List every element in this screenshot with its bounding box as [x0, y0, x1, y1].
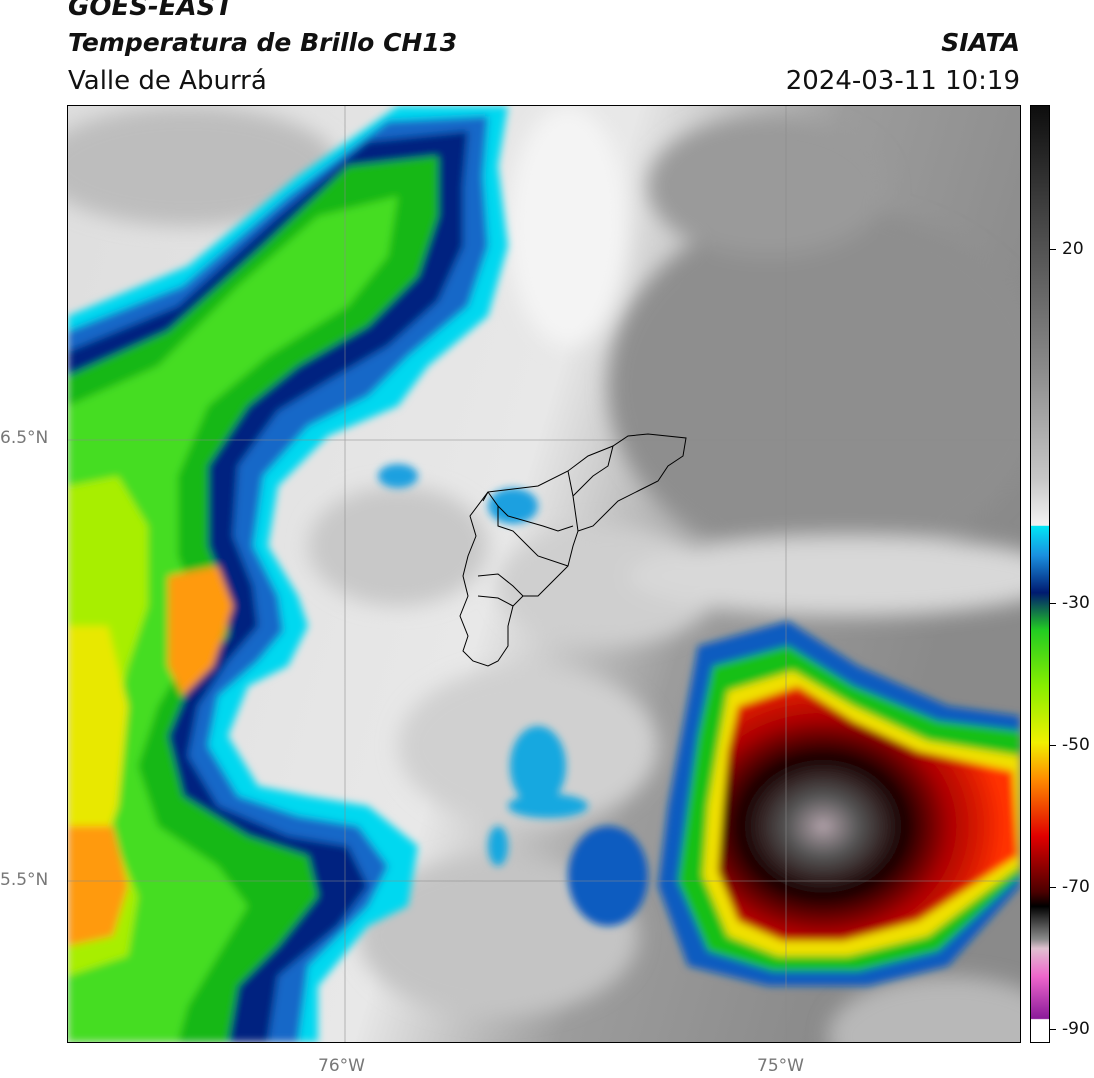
convective-storm-cell [658, 621, 1020, 986]
colorbar-tick [1050, 745, 1056, 746]
colorbar-label: 20 [1062, 239, 1084, 259]
agency-label: SIATA [941, 28, 1020, 57]
datetime-label: 2024-03-11 10:19 [785, 66, 1020, 96]
graticule [68, 106, 1020, 1042]
longitude-label: 75°W [757, 1056, 804, 1076]
region-label: Valle de Aburrá [68, 66, 267, 96]
latitude-label: 6.5°N [0, 428, 49, 448]
brightness-temperature-map [67, 105, 1021, 1043]
temperature-colorbar [1030, 105, 1050, 1043]
colorbar-label: -50 [1062, 735, 1090, 755]
colorbar-label: -30 [1062, 593, 1090, 613]
map-canvas [68, 106, 1020, 1042]
colorbar-label: -70 [1062, 877, 1090, 897]
municipal-division [497, 506, 569, 567]
municipal-division [482, 491, 489, 502]
western-cloud-band [68, 106, 508, 1042]
municipal-division [477, 573, 524, 597]
colorbar-tick [1050, 887, 1056, 888]
colorbar-label: -90 [1062, 1019, 1090, 1039]
colorbar-tick [1050, 1029, 1056, 1030]
municipal-boundaries [459, 433, 687, 667]
colorbar-tick [1050, 249, 1056, 250]
municipal-division [572, 445, 614, 497]
colorbar-tick [1050, 603, 1056, 604]
latitude-label: 5.5°N [0, 870, 49, 890]
municipal-division [487, 491, 574, 532]
colorbar-fill [1031, 106, 1049, 1042]
longitude-label: 76°W [318, 1056, 365, 1076]
municipal-division [477, 595, 514, 607]
scattered-cold-patches [378, 464, 648, 926]
gray-texture [68, 106, 1020, 1042]
product-title: Temperatura de Brillo CH13 [68, 28, 458, 57]
colorbar-gradient [1031, 106, 1049, 1042]
satellite-title: GOES-EAST [68, 0, 234, 22]
aburra-valley-outline [459, 433, 687, 667]
